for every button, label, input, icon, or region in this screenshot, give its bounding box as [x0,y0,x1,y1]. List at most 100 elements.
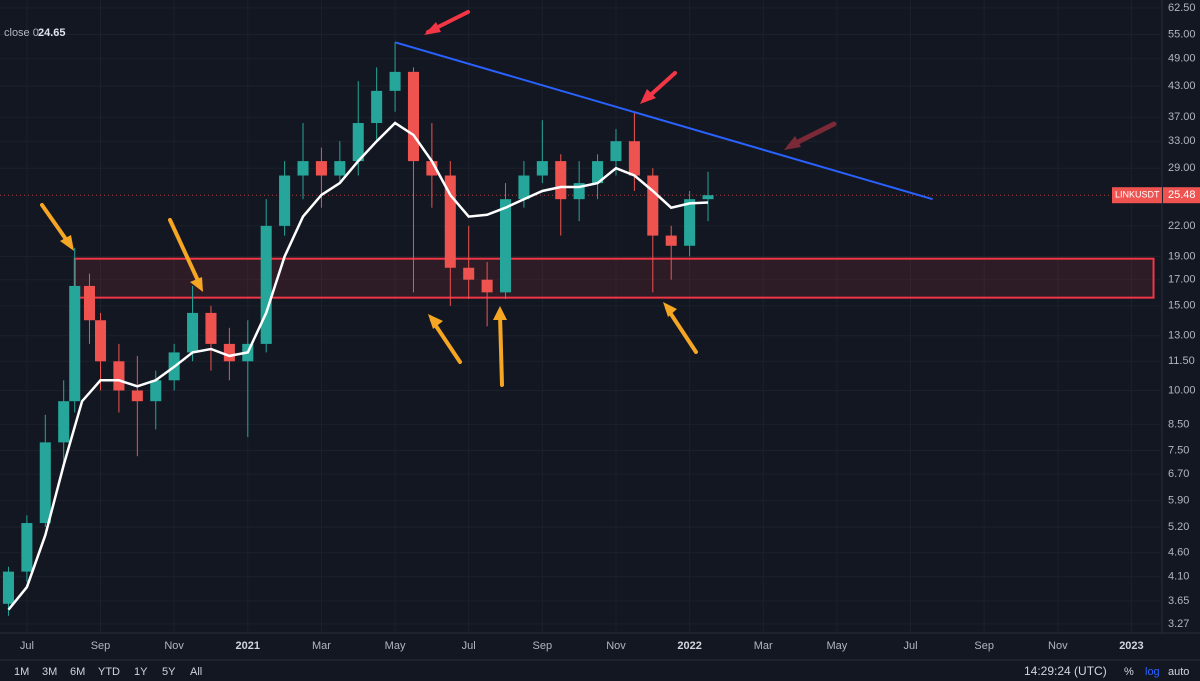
auto-toggle[interactable]: auto [1168,666,1189,678]
y-tick-label: 11.50 [1168,355,1195,367]
y-tick-label: 17.00 [1168,274,1196,286]
x-tick-label: Jul [20,640,34,652]
candle-body [481,279,493,293]
y-tick-label: 29.00 [1168,162,1196,174]
candle-body [684,199,696,246]
candle-body [426,161,438,176]
y-tick-label: 5.20 [1168,521,1189,533]
trend-line [394,41,933,201]
support-zone [73,257,1155,299]
candle-body [223,343,235,362]
y-tick-label: 7.50 [1168,444,1189,456]
candle-body [647,175,659,236]
symbol-label: LINKUSDT [1115,190,1160,200]
last-price-label: 25.48 [1168,189,1196,201]
candle-body [389,71,401,91]
candle-body [407,71,419,162]
candle-body [334,161,346,176]
candle-body [2,571,14,604]
x-tick-label: Nov [164,640,184,652]
legend-text: close 0 [4,27,39,39]
candle-body [536,161,548,176]
x-tick-label: Sep [91,640,111,652]
x-tick-label: Nov [606,640,626,652]
candle-body [518,175,530,200]
candle-body [463,267,475,280]
x-tick-label: May [826,640,847,652]
x-tick-label: Jul [462,640,476,652]
range-button[interactable]: 1M [14,666,29,678]
x-tick-label: Jul [903,640,917,652]
candle-body [352,123,364,162]
y-tick-label: 6.70 [1168,468,1189,480]
candle-body [573,183,585,200]
x-tick-label: Sep [533,640,553,652]
candle-body [39,442,51,524]
candle-body [444,175,456,268]
candle-body [665,235,677,246]
x-tick-label: Nov [1048,640,1068,652]
y-tick-label: 3.27 [1168,618,1189,630]
y-tick-label: 37.00 [1168,111,1196,123]
log-toggle[interactable]: log [1145,666,1160,678]
candle-body [205,312,217,344]
candle-body [260,225,272,344]
legend-value: 24.65 [38,27,66,39]
candle-body [69,285,81,402]
x-tick-label: 2022 [677,640,701,652]
x-tick-label: Mar [754,640,773,652]
candle-body [499,199,512,293]
candle-body [279,175,291,226]
candle-body [610,141,622,162]
arrows [40,10,837,387]
range-button[interactable]: 1Y [134,666,148,678]
candle-body [83,285,95,321]
x-tick-label: 2023 [1119,640,1143,652]
x-tick-label: Mar [312,640,331,652]
symbol-label-bg [1112,187,1162,204]
last-price-bg [1163,187,1200,204]
y-tick-label: 62.50 [1168,2,1196,14]
y-tick-label: 55.00 [1168,28,1196,40]
y-tick-label: 13.00 [1168,330,1196,342]
candle-body [315,161,327,176]
y-tick-label: 10.00 [1168,384,1196,396]
range-button[interactable]: 6M [70,666,85,678]
candle-body [555,161,567,200]
y-tick-label: 49.00 [1168,53,1196,65]
range-button[interactable]: YTD [98,666,120,678]
candle-body [371,90,383,124]
candle-body [113,361,125,391]
y-tick-label: 4.60 [1168,547,1189,559]
candle-body [592,161,604,184]
candle-body [628,141,640,176]
y-tick-label: 4.10 [1168,571,1189,583]
candle-body [21,523,33,572]
candle-body [187,312,199,353]
y-tick-label: 19.00 [1168,250,1196,262]
candle-body [94,320,107,362]
range-button[interactable]: 5Y [162,666,176,678]
candle-body [150,380,162,402]
moving-average [7,121,709,611]
y-tick-label: 8.50 [1168,418,1189,430]
percent-toggle[interactable]: % [1124,666,1134,678]
candle-body [297,161,309,176]
y-tick-label: 43.00 [1168,80,1196,92]
y-tick-label: 5.90 [1168,495,1189,507]
range-button[interactable]: 3M [42,666,57,678]
y-tick-label: 3.65 [1168,595,1189,607]
y-tick-label: 22.00 [1168,220,1196,232]
x-tick-label: Sep [974,640,994,652]
y-tick-label: 15.00 [1168,300,1196,312]
x-tick-label: 2021 [236,640,260,652]
x-tick-label: May [385,640,406,652]
candle-body [58,401,70,443]
clock: 14:29:24 (UTC) [1024,664,1107,678]
range-button[interactable]: All [190,666,202,678]
y-tick-label: 33.00 [1168,135,1196,147]
candle-body [131,390,143,402]
candle-body [702,195,714,200]
